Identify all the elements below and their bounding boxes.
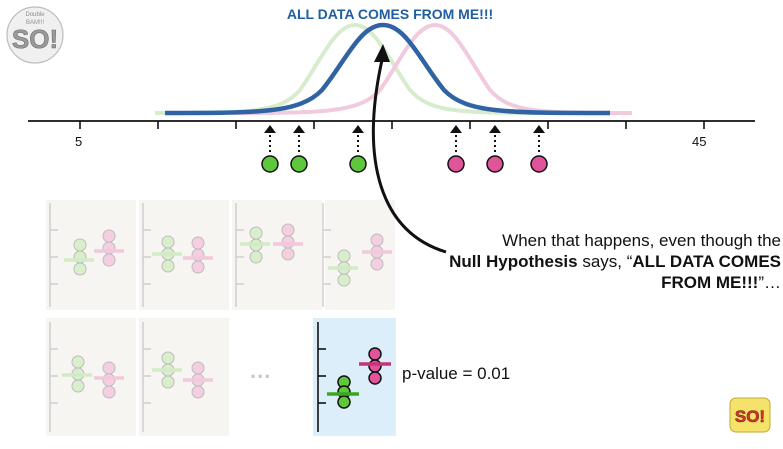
p-value-label: p-value = 0.01 bbox=[402, 364, 511, 383]
faded-panel-axes bbox=[49, 203, 331, 432]
green-faded-curve bbox=[154, 22, 561, 115]
logo-big-text: SO! bbox=[12, 24, 58, 54]
highlighted-green-dots bbox=[337, 375, 351, 409]
corner-logo-text: SO! bbox=[735, 407, 765, 426]
caption-text: When that happens, even though the Null … bbox=[436, 230, 781, 293]
caption-bold-null: Null Hypothesis bbox=[449, 252, 578, 271]
logo-top-text: Double bbox=[25, 12, 45, 18]
null-curve-title: ALL DATA COMES FROM ME!!! bbox=[286, 6, 494, 22]
caption-bold-quote: ALL DATA COMES FROM ME!!! bbox=[632, 252, 781, 292]
axis-tick-label-right: 45 bbox=[692, 134, 707, 149]
highlighted-panel-axis bbox=[317, 322, 326, 432]
pink-point bbox=[486, 155, 504, 173]
logo-mid-text: BAM!!! bbox=[26, 20, 44, 26]
caption-mid: says, “ bbox=[577, 252, 633, 271]
green-point bbox=[290, 155, 308, 173]
green-point bbox=[349, 155, 367, 173]
statquest-logo-bottom: SO! bbox=[728, 392, 772, 436]
pink-point bbox=[447, 155, 465, 173]
blue-null-curve bbox=[164, 22, 611, 116]
green-point bbox=[261, 155, 279, 173]
statquest-logo-top: SO! Double BAM!!! bbox=[4, 4, 66, 66]
pink-sample-points bbox=[447, 155, 548, 173]
highlighted-pink-dots bbox=[368, 347, 382, 385]
caption-line1: When that happens, even though the bbox=[502, 231, 781, 250]
faded-mean-bars bbox=[62, 242, 392, 382]
ellipsis-more-panels: ... bbox=[250, 358, 272, 383]
caption-end: ”… bbox=[758, 273, 781, 292]
curved-pointer-arrowhead bbox=[374, 44, 390, 62]
logo-art: SO! Double BAM!!! bbox=[6, 6, 64, 64]
corner-logo-art: SO! bbox=[729, 397, 771, 433]
highlighted-panel bbox=[313, 318, 396, 436]
green-sample-points bbox=[261, 155, 367, 173]
dotted-arrows bbox=[269, 133, 540, 152]
curved-pointer-arrow bbox=[371, 59, 447, 254]
arrow-heads bbox=[264, 125, 545, 133]
pink-point bbox=[530, 155, 548, 173]
axis-tick-label-left: 5 bbox=[75, 134, 83, 149]
axis-ticks bbox=[79, 121, 705, 129]
pink-faded-curve bbox=[229, 22, 633, 115]
